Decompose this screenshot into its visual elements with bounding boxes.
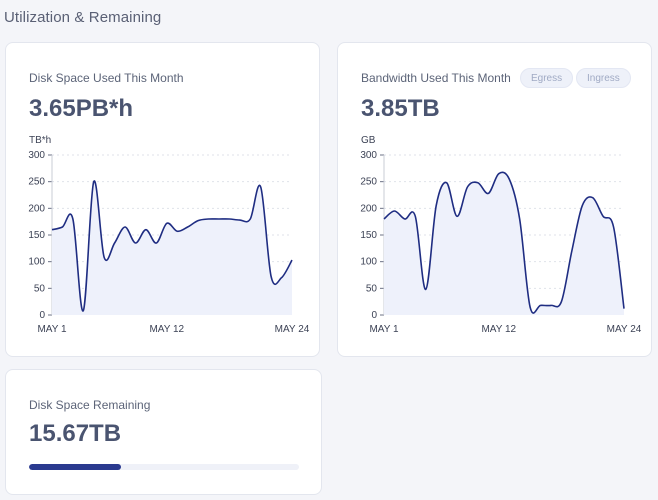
disk-remaining-value: 15.67TB xyxy=(29,420,122,447)
bandwidth-ytick-label: 50 xyxy=(366,283,378,294)
disk-usage-chart: 0 50 100 150 200 250 300 MAY 1 MAY 12 MAY 24 xyxy=(28,150,310,335)
disk-remaining-progress xyxy=(29,464,299,470)
disk-remaining-progress-fill xyxy=(29,464,121,470)
bandwidth-ytick-label: 100 xyxy=(360,257,377,268)
disk-ytick-label: 150 xyxy=(28,230,45,241)
section-title: Utilization & Remaining xyxy=(4,9,162,26)
bandwidth-series-line xyxy=(383,171,625,314)
disk-remaining-card: Disk Space Remaining 15.67TB xyxy=(5,369,322,495)
disk-usage-value: 3.65PB*h xyxy=(29,95,134,122)
bandwidth-xtick-label: MAY 1 xyxy=(369,324,399,335)
disk-ytick-label: 0 xyxy=(39,310,45,321)
ingress-pill[interactable]: Ingress xyxy=(576,68,631,88)
disk-chart-unit: TB*h xyxy=(29,135,52,146)
bandwidth-ytick-label: 0 xyxy=(371,310,377,321)
disk-ytick-label: 200 xyxy=(28,203,45,214)
bandwidth-value: 3.85TB xyxy=(361,95,440,122)
disk-ytick-label: 50 xyxy=(34,283,46,294)
disk-area-fill xyxy=(52,180,292,315)
disk-xtick-label: MAY 12 xyxy=(149,324,184,335)
bandwidth-chart-unit: GB xyxy=(361,135,376,146)
bandwidth-label: Bandwidth Used This Month xyxy=(361,71,511,85)
disk-xtick-label: MAY 24 xyxy=(275,324,310,335)
bandwidth-area-fill xyxy=(384,172,624,315)
bandwidth-ytick-label: 150 xyxy=(360,230,377,241)
disk-ytick-label: 300 xyxy=(28,150,45,161)
bandwidth-card: Bandwidth Used This Month Egress Ingress… xyxy=(337,42,652,357)
egress-pill[interactable]: Egress xyxy=(520,68,574,88)
bandwidth-ytick-label: 200 xyxy=(360,203,377,214)
bandwidth-xtick-label: MAY 12 xyxy=(481,324,516,335)
disk-usage-label: Disk Space Used This Month xyxy=(29,71,184,85)
bandwidth-ytick-label: 250 xyxy=(360,177,377,188)
disk-usage-card: Disk Space Used This Month 3.65PB*h TB*h… xyxy=(5,42,320,357)
bandwidth-xtick-label: MAY 24 xyxy=(607,324,642,335)
disk-ytick-label: 100 xyxy=(28,257,45,268)
disk-xtick-label: MAY 1 xyxy=(37,324,67,335)
disk-series-line xyxy=(51,180,293,312)
disk-ytick-label: 250 xyxy=(28,177,45,188)
bandwidth-chart: 0 50 100 150 200 250 300 MAY 1 MAY 12 MAY 24 xyxy=(360,150,642,335)
disk-remaining-label: Disk Space Remaining xyxy=(29,398,151,412)
bandwidth-ytick-label: 300 xyxy=(360,150,377,161)
